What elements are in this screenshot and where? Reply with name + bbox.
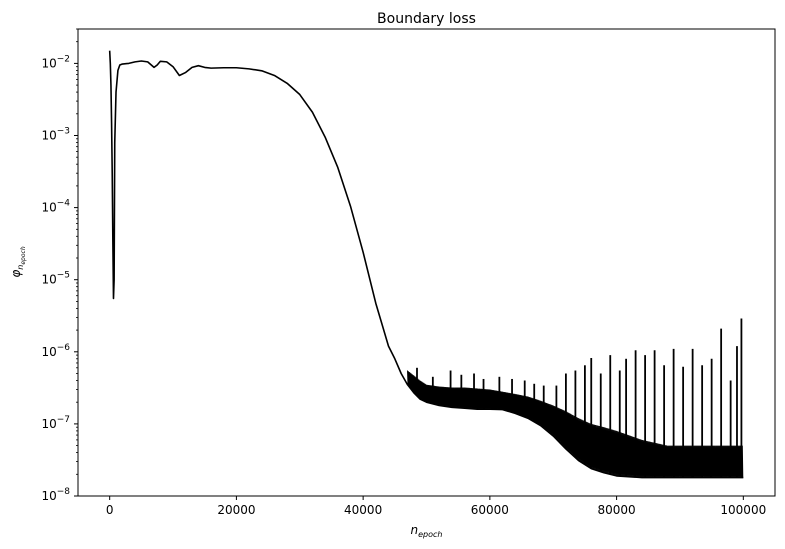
- y-tick-label-base: 10: [41, 345, 56, 359]
- y-tick-label: 10−3: [41, 127, 70, 143]
- x-axis-label-base: n: [411, 523, 419, 537]
- x-tick-label: 40000: [344, 503, 382, 517]
- y-tick-label: 10−2: [41, 54, 70, 70]
- x-axis-label: nepoch: [411, 523, 443, 539]
- x-tick-label: 60000: [471, 503, 509, 517]
- series-layer: [108, 50, 744, 479]
- y-tick-label-base: 10: [41, 273, 56, 287]
- y-axis-ticks: 10−810−710−610−510−410−310−2: [41, 28, 78, 503]
- boundary-loss-line: [108, 50, 744, 479]
- y-tick-label-base: 10: [41, 201, 56, 215]
- plot-frame: [77, 28, 776, 497]
- y-tick-label-exponent: −4: [57, 199, 71, 209]
- y-axis-label-base: φ: [9, 270, 23, 278]
- x-tick-label: 80000: [597, 503, 635, 517]
- chart-title: Boundary loss: [377, 11, 476, 27]
- y-tick-label-exponent: −7: [57, 415, 70, 425]
- y-tick-label-exponent: −5: [57, 271, 70, 281]
- y-tick-label-exponent: −6: [57, 343, 71, 353]
- x-tick-label: 100000: [720, 503, 766, 517]
- spike-group: [416, 318, 743, 478]
- y-tick-label: 10−8: [41, 487, 70, 503]
- y-tick-label-base: 10: [41, 129, 56, 143]
- y-tick-label-exponent: −2: [57, 54, 70, 64]
- y-axis-label-sub: n: [16, 265, 25, 270]
- y-tick-label-exponent: −8: [57, 487, 71, 497]
- y-tick-label-base: 10: [41, 417, 56, 431]
- x-axis-label-sub: epoch: [418, 530, 442, 539]
- y-tick-label: 10−7: [41, 415, 70, 431]
- y-tick-label-exponent: −3: [57, 127, 70, 137]
- y-tick-label: 10−5: [41, 271, 70, 287]
- y-axis-label-subsub: epoch: [20, 246, 27, 264]
- y-axis-label: φnepoch: [9, 246, 27, 277]
- y-tick-label-base: 10: [41, 56, 56, 70]
- y-tick-label: 10−4: [41, 199, 70, 215]
- y-tick-label-base: 10: [41, 489, 56, 503]
- x-axis-ticks: 0 20000 40000 60000 80000 100000: [106, 496, 766, 517]
- x-tick-label: 0: [106, 503, 114, 517]
- x-tick-label: 20000: [217, 503, 255, 517]
- y-tick-label: 10−6: [41, 343, 70, 359]
